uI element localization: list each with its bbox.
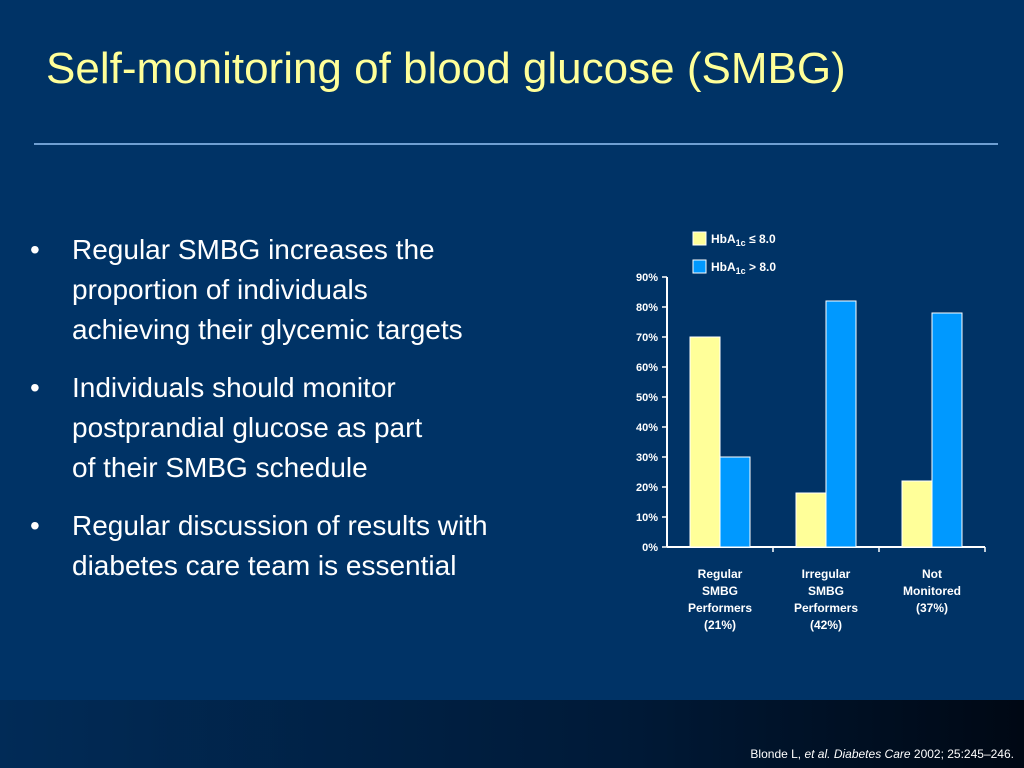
citation-author: Blonde L, xyxy=(750,747,805,761)
bullet-text-line: Regular discussion of results with xyxy=(72,510,488,541)
bar-chart: HbA1c ≤ 8.0 HbA1c > 8.0 0% 10% 20% 30% 40% 50%… xyxy=(636,231,986,632)
legend-swatch xyxy=(692,259,707,274)
legend-swatch xyxy=(692,231,707,246)
chart-bars xyxy=(689,300,963,548)
bullet-list: • Regular SMBG increases the proportion of… xyxy=(30,230,600,604)
bullet-glyph: • xyxy=(30,372,40,403)
y-tick-label: 20% xyxy=(636,482,658,494)
bullet-text-line: of their SMBG schedule xyxy=(72,452,368,483)
bullet-glyph: • xyxy=(30,510,40,541)
bullet-text-line: Individuals should monitor xyxy=(72,372,396,403)
y-tick-label: 30% xyxy=(636,452,658,464)
y-tick-label: 10% xyxy=(636,512,658,524)
y-tick-label: 80% xyxy=(636,302,658,314)
bar xyxy=(931,312,963,548)
bullet-text-line: achieving their glycemic targets xyxy=(72,314,463,345)
bullet-text-line: diabetes care team is essential xyxy=(72,550,457,581)
legend-label: HbA1c ≤ 8.0 xyxy=(711,232,776,248)
y-tick-label: 50% xyxy=(636,392,658,404)
chart-x-labels: Regular SMBG Performers (21%) Irregular SMBG P… xyxy=(688,567,961,632)
slide-title: Self-monitoring of blood glucose (SMBG) xyxy=(46,44,846,93)
title-divider xyxy=(34,143,998,145)
citation: Blonde L, et al. Diabetes Care 2002; 25:… xyxy=(750,747,1014,761)
bar xyxy=(825,300,857,548)
bullet-text-line: postprandial glucose as part xyxy=(72,412,423,443)
x-category-label: Regular SMBG Performers (21%) xyxy=(688,567,752,632)
bar xyxy=(795,492,827,548)
bar xyxy=(901,480,933,548)
bar xyxy=(719,456,751,548)
bullet-text-line: proportion of individuals xyxy=(72,274,368,305)
y-tick-label: 70% xyxy=(636,332,658,344)
bullet-item: • Regular SMBG increases the proportion of… xyxy=(30,230,600,350)
bar xyxy=(689,336,721,548)
legend-label: HbA1c > 8.0 xyxy=(711,260,776,276)
x-category-label: Irregular SMBG Performers (42%) xyxy=(794,567,858,632)
citation-ref: 2002; 25:245–246. xyxy=(913,747,1014,761)
y-tick-label: 60% xyxy=(636,362,658,374)
citation-etal: et al. xyxy=(804,747,831,761)
bottom-band xyxy=(0,700,1024,768)
bullet-text-line: Regular SMBG increases the xyxy=(72,234,435,265)
x-category-label: Not Monitored (37%) xyxy=(903,567,961,615)
y-tick-label: 40% xyxy=(636,422,658,434)
chart-legend: HbA1c ≤ 8.0 HbA1c > 8.0 xyxy=(692,231,776,276)
citation-journal: Diabetes Care xyxy=(833,747,911,761)
bullet-glyph: • xyxy=(30,234,40,265)
y-tick-label: 90% xyxy=(636,272,658,284)
bullet-item: • Regular discussion of results with diabe… xyxy=(30,506,600,586)
bullet-item: • Individuals should monitor postprandial … xyxy=(30,368,600,488)
y-tick-label: 0% xyxy=(642,542,658,554)
